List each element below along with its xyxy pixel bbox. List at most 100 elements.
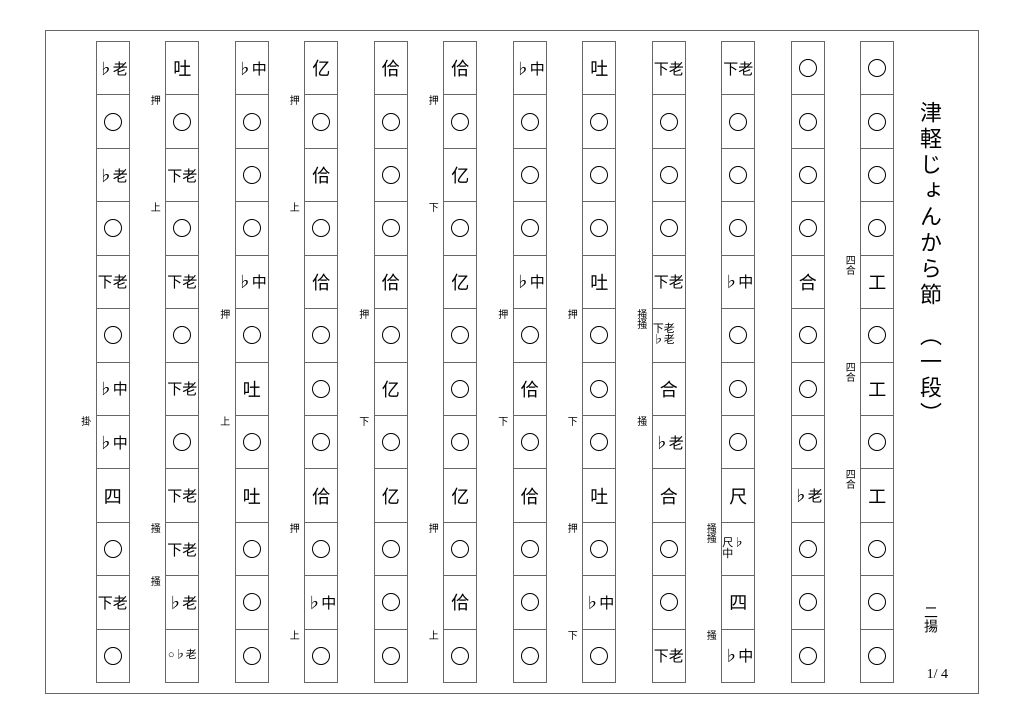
rest-circle xyxy=(799,593,817,611)
annotation-cell xyxy=(697,309,721,363)
notation-cell xyxy=(514,576,546,629)
annotation-cell xyxy=(836,148,860,202)
annotation-cell xyxy=(280,148,304,202)
notation-cell: 佮 xyxy=(514,363,546,416)
annotation-cell: 下 xyxy=(419,202,443,256)
annotation-cell: 掻 xyxy=(697,630,721,684)
notation-cell xyxy=(236,202,268,255)
rest-circle xyxy=(660,166,678,184)
notation-cell xyxy=(305,202,337,255)
notation-cell: ○♭老 xyxy=(166,630,198,682)
rest-circle xyxy=(799,326,817,344)
annotation-cell xyxy=(419,148,443,202)
notation-cell: 佮 xyxy=(305,149,337,202)
rest-circle xyxy=(382,647,400,665)
annotation-cell xyxy=(697,576,721,630)
annotation-cell xyxy=(350,148,374,202)
rest-circle xyxy=(451,113,469,131)
notation-cell xyxy=(236,95,268,148)
notation-cell: 佮 xyxy=(375,256,407,309)
notation-cell xyxy=(375,416,407,469)
notation-column: 吐下老下老下老下老下老♭老○♭老 xyxy=(165,41,199,683)
annotation-cell xyxy=(211,255,235,309)
annotation-cell: 掻 xyxy=(141,523,165,577)
notation-cell xyxy=(861,202,893,255)
notation-cell: 下老 xyxy=(166,469,198,522)
rest-circle xyxy=(590,647,608,665)
annotation-cell xyxy=(350,362,374,416)
annotation-cell xyxy=(350,41,374,95)
annotation-cell: 押 xyxy=(141,95,165,149)
annotation-cell xyxy=(836,576,860,630)
rest-circle xyxy=(312,113,330,131)
annotation-cell xyxy=(767,202,791,256)
notation-cell xyxy=(375,202,407,255)
annotation-cell xyxy=(141,255,165,309)
annotation-cell xyxy=(697,202,721,256)
notation-cell: 下老 xyxy=(722,42,754,95)
notation-cell xyxy=(97,523,129,576)
stacked-notes: 尺♭中 xyxy=(722,538,754,560)
column-group: 亿佮佮佮♭中押上押上 xyxy=(280,41,338,683)
annotation-cell: 掻 xyxy=(141,576,165,630)
rest-circle xyxy=(868,326,886,344)
notation-cell xyxy=(583,95,615,148)
notation-column: ♭老♭老下老♭中♭中四下老 xyxy=(96,41,130,683)
annotation-cell xyxy=(141,309,165,363)
notation-column: 下老下老下老♭老合♭老合下老 xyxy=(652,41,686,683)
annotation-cell: 押 xyxy=(280,95,304,149)
notation-cell xyxy=(792,202,824,255)
notation-cell xyxy=(97,95,129,148)
notation-cell xyxy=(305,630,337,682)
notation-cell xyxy=(236,630,268,682)
notation-cell xyxy=(514,149,546,202)
annotation-cell: 上 xyxy=(280,630,304,684)
notation-cell: ♭中 xyxy=(97,363,129,416)
page-number: 1/ 4 xyxy=(927,667,948,683)
notation-cell: 亿 xyxy=(375,363,407,416)
notation-cell xyxy=(444,202,476,255)
notation-column: ♭中♭中佮佮 xyxy=(513,41,547,683)
notation-cell xyxy=(375,309,407,362)
notation-cell: ♭中 xyxy=(514,42,546,95)
rest-circle xyxy=(521,647,539,665)
rest-circle xyxy=(382,166,400,184)
rest-circle xyxy=(173,113,191,131)
rest-circle xyxy=(382,433,400,451)
annotation-cell xyxy=(489,630,513,684)
rest-circle xyxy=(799,113,817,131)
rest-circle xyxy=(868,113,886,131)
rest-circle xyxy=(799,219,817,237)
annotation-cell xyxy=(767,255,791,309)
annotation-column: 押下 xyxy=(350,41,374,683)
rest-circle xyxy=(521,166,539,184)
notation-cell: 佮 xyxy=(444,576,476,629)
notation-cell: ♭中 xyxy=(722,630,754,682)
rest-circle xyxy=(312,540,330,558)
rest-circle xyxy=(104,326,122,344)
column-group: 合♭老 xyxy=(767,41,825,683)
rest-circle xyxy=(243,540,261,558)
annotation-cell xyxy=(72,362,96,416)
annotation-cell xyxy=(767,309,791,363)
annotation-cell xyxy=(767,41,791,95)
rest-circle xyxy=(660,540,678,558)
rest-circle xyxy=(799,647,817,665)
annotation-cell xyxy=(767,148,791,202)
rest-circle xyxy=(382,219,400,237)
notation-cell: 下老 xyxy=(166,256,198,309)
notation-cell xyxy=(97,309,129,362)
annotation-cell xyxy=(628,630,652,684)
annotation-cell xyxy=(72,202,96,256)
notation-cell: 尺 xyxy=(722,469,754,522)
notation-cell: 亿 xyxy=(375,469,407,522)
rest-circle xyxy=(521,326,539,344)
annotation-cell xyxy=(280,576,304,630)
notation-cell: 合 xyxy=(653,469,685,522)
sheet-page: 津軽じょんから節 （一段） 二揚 工工工四合四合四合合♭老下老♭中尺尺♭中四♭中… xyxy=(45,30,979,694)
notation-cell: 四 xyxy=(97,469,129,522)
notation-cell: 佮 xyxy=(305,256,337,309)
annotation-cell xyxy=(280,41,304,95)
notation-cell xyxy=(444,523,476,576)
annotation-cell xyxy=(836,523,860,577)
